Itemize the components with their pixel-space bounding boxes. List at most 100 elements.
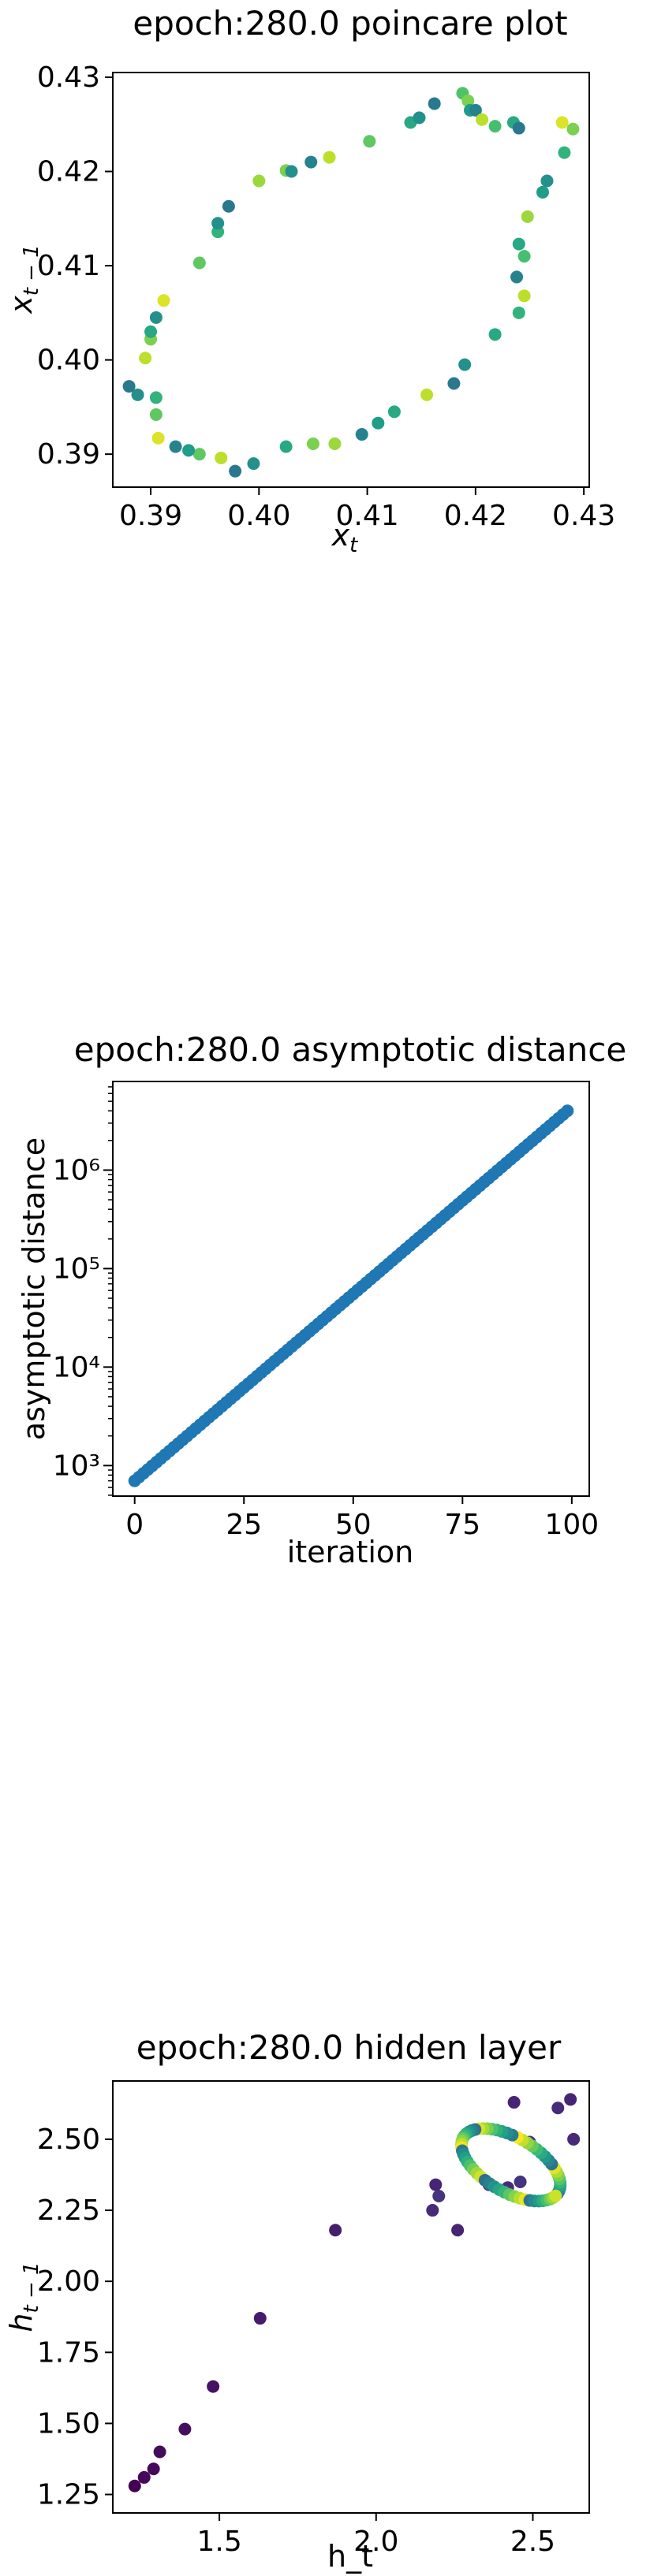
hidden-layer-chart: epoch:280.0 hidden layer 1.5 2.0 2.51.251.… <box>4 2028 590 2574</box>
hidden-layer-point <box>178 2422 192 2436</box>
hidden-layer-point <box>567 2132 581 2146</box>
poincare-y-label: xt − 1 <box>4 244 43 315</box>
poincare-point <box>458 358 472 371</box>
poincare-point <box>558 146 571 159</box>
hidden-layer-y-tick-label: 2.50 <box>37 2124 100 2156</box>
poincare-y-tick-label: 0.40 <box>37 344 100 377</box>
poincare-y-tick-label: 0.43 <box>37 61 100 94</box>
asymptotic-point <box>561 1104 574 1118</box>
poincare-point <box>306 437 319 451</box>
poincare-point <box>252 174 266 188</box>
hidden-layer-point <box>429 2178 443 2191</box>
poincare-point <box>363 135 376 148</box>
poincare-point <box>229 464 242 478</box>
hidden-layer-plot-frame <box>112 2080 590 2514</box>
hidden-layer-point <box>514 2175 527 2188</box>
poincare-chart: epoch:280.0 poincare plot 0.39 0.40 0.41 0.… <box>4 4 615 557</box>
hidden-layer-x-tick-label: 2.0 <box>353 2526 398 2558</box>
hidden-layer-x-label: h_t <box>327 2539 373 2574</box>
poincare-point <box>247 457 260 471</box>
poincare-plot-frame <box>112 72 590 488</box>
asymptotic-points <box>128 1104 574 1487</box>
asymptotic-x-tick-label: 0 <box>125 1509 144 1541</box>
asymptotic-ticks: 0 25 50 75 100 10³ 10⁴ 10⁵ 10⁶ <box>53 1086 599 1541</box>
hidden-layer-loop-point <box>549 2189 562 2202</box>
hidden-layer-point <box>551 2101 565 2115</box>
poincare-point <box>169 440 182 453</box>
poincare-point <box>488 120 502 133</box>
asymptotic-x-tick-label: 75 <box>444 1509 480 1541</box>
poincare-y-tick-label: 0.41 <box>37 250 100 282</box>
poincare-point <box>512 306 525 319</box>
poincare-point <box>222 199 235 213</box>
hidden-layer-y-tick-label: 1.25 <box>37 2479 100 2511</box>
hidden-layer-point <box>329 2224 342 2237</box>
hidden-layer-point <box>207 2380 220 2393</box>
asymptotic-y-tick-label: 10⁶ <box>53 1154 100 1186</box>
poincare-x-tick-label: 0.40 <box>227 500 290 532</box>
hidden-layer-y-tick-label: 1.75 <box>37 2336 100 2369</box>
hidden-layer-title: epoch:280.0 hidden layer <box>136 2028 562 2067</box>
poincare-point <box>211 217 225 230</box>
poincare-point <box>149 408 162 421</box>
hidden-layer-point <box>451 2224 465 2237</box>
poincare-point <box>304 155 318 169</box>
hidden-layer-ticks: 1.5 2.0 2.5 1.25 1.50 1.75 2.00 2.25 2.50 <box>37 2124 555 2558</box>
poincare-point <box>285 165 298 178</box>
poincare-point <box>512 237 525 251</box>
asymptotic-x-tick-label: 25 <box>226 1509 262 1541</box>
poincare-point <box>215 451 228 464</box>
asymptotic-title: epoch:280.0 asymptotic distance <box>74 1030 626 1069</box>
hidden-layer-point <box>564 2093 577 2106</box>
hidden-layer-y-tick-label: 1.50 <box>37 2407 100 2440</box>
poincare-point <box>536 185 549 199</box>
poincare-point <box>512 121 525 135</box>
poincare-y-tick-label: 0.39 <box>37 438 100 471</box>
poincare-point <box>510 270 524 284</box>
hidden-layer-point <box>426 2204 439 2217</box>
poincare-point <box>149 391 162 404</box>
poincare-point <box>555 116 569 129</box>
hidden-layer-point <box>128 2479 141 2492</box>
asymptotic-plot-frame <box>112 1081 590 1497</box>
poincare-point <box>428 97 441 110</box>
poincare-point <box>144 325 158 338</box>
hidden-layer-points <box>128 2093 581 2492</box>
poincare-point <box>192 448 206 461</box>
poincare-point <box>476 113 489 126</box>
svg-text:xt − 1: xt − 1 <box>4 244 43 315</box>
poincare-point <box>566 122 580 136</box>
hidden-layer-y-tick-label: 2.25 <box>37 2194 100 2227</box>
svg-text:ht − 1: ht − 1 <box>4 2261 43 2332</box>
poincare-point <box>192 256 206 270</box>
hidden-layer-y-label: ht − 1 <box>4 2261 43 2332</box>
hidden-layer-point <box>147 2462 160 2476</box>
poincare-point <box>517 289 531 303</box>
poincare-point <box>328 437 342 451</box>
hidden-layer-point <box>253 2312 267 2325</box>
asymptotic-y-tick-label: 10⁵ <box>53 1253 100 1285</box>
poincare-point <box>355 428 368 441</box>
poincare-point <box>540 174 554 188</box>
hidden-layer-point <box>137 2470 151 2484</box>
asymptotic-x-tick-label: 100 <box>544 1509 599 1541</box>
hidden-layer-y-tick-label: 2.00 <box>37 2265 100 2298</box>
poincare-point <box>279 440 293 453</box>
asymptotic-y-tick-label: 10³ <box>53 1450 100 1482</box>
poincare-x-tick-label: 0.41 <box>336 500 399 532</box>
poincare-point <box>151 431 165 445</box>
hidden-layer-point <box>432 2190 446 2203</box>
poincare-point <box>149 311 162 324</box>
poincare-point <box>447 377 461 390</box>
poincare-ticks: 0.39 0.40 0.41 0.42 0.43 0.39 0.40 0.41 0.42 0.43 <box>37 61 615 532</box>
asymptotic-y-label: asymptotic distance <box>17 1137 51 1440</box>
poincare-point <box>122 380 136 393</box>
poincare-point <box>323 151 336 164</box>
hidden-layer-x-tick-label: 2.5 <box>510 2526 555 2558</box>
poincare-y-tick-label: 0.42 <box>37 156 100 188</box>
poincare-x-tick-label: 0.39 <box>119 500 182 532</box>
poincare-point <box>387 405 401 419</box>
poincare-point <box>517 250 531 263</box>
poincare-point <box>131 388 144 401</box>
poincare-point <box>139 352 152 365</box>
